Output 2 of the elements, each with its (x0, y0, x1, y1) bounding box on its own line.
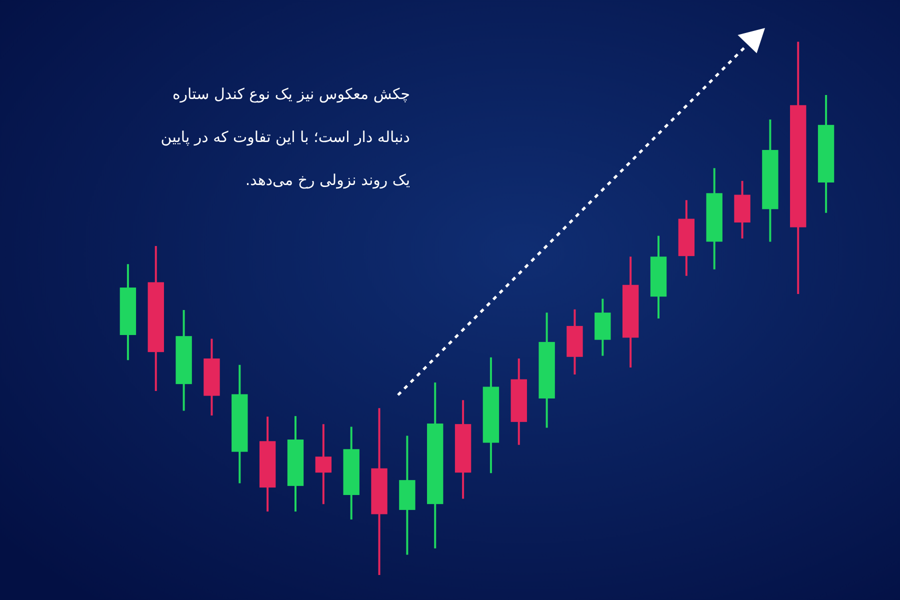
candlestick (315, 423, 332, 506)
chart-title: چکش معکوس نیز یک نوع کندل ستاره دنباله دار است؛ با این تفاوت که در پایین یک روند نزولی رخ می‌دهد. (160, 85, 410, 189)
